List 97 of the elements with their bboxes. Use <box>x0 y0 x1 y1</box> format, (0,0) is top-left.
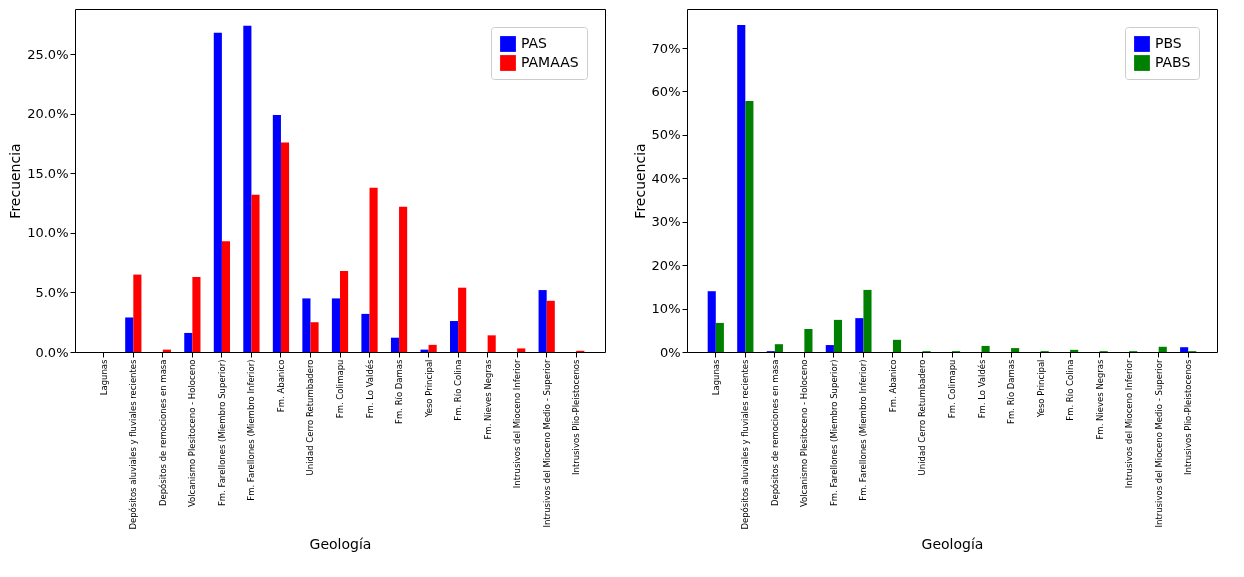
x-tick-label: Intrusivos del Mioceno Inferior <box>1124 359 1135 489</box>
x-tick-label: Intrusivos del Mioceno Medio - Superior <box>541 359 552 528</box>
x-tick-label: Fm. Colimapu <box>335 359 345 419</box>
x-tick-label: Fm. Farellones (Miembro Inferior) <box>858 359 869 501</box>
bar <box>399 206 408 352</box>
bar <box>487 335 496 352</box>
y-tick-label: 20.0% <box>27 106 69 122</box>
x-tick-label: Depósitos de remociones en masa <box>157 359 168 507</box>
bar <box>243 25 252 352</box>
x-tick-label: Fm. Río Damas <box>394 358 405 424</box>
x-tick-label: Unidad Cerro Retumbadero <box>305 359 316 476</box>
y-tick-label: 40% <box>651 170 681 186</box>
bar <box>892 339 902 352</box>
bar <box>340 271 349 352</box>
y-tick-label: 0% <box>659 344 681 360</box>
bar <box>774 344 783 352</box>
bar <box>428 344 437 352</box>
x-tick-label: Fm. Río Damas <box>1006 358 1017 424</box>
y-tick-label: 25.0% <box>27 46 69 62</box>
bar <box>981 345 990 352</box>
x-tick-label: Depósitos de remociones en masa <box>769 359 780 507</box>
bar <box>369 187 378 352</box>
bar <box>310 322 319 352</box>
x-tick-label: Fm. Colimapu <box>947 359 957 419</box>
legend-label: PAS <box>521 35 548 51</box>
x-tick-label: Fm. Río Colina <box>453 359 464 421</box>
y-axis-title: Frecuencia <box>7 143 24 219</box>
bar <box>420 349 429 352</box>
x-tick-label: Lagunas <box>710 358 721 396</box>
legend-label: PAMAAS <box>521 54 579 70</box>
bar <box>361 313 370 352</box>
bar <box>517 348 526 352</box>
bar <box>192 276 201 352</box>
x-tick-label: Yeso Principal <box>1035 359 1046 419</box>
legend-label: PBS <box>1155 35 1182 51</box>
x-tick-label: Unidad Cerro Retumbadero <box>917 359 928 476</box>
bar <box>449 321 459 352</box>
bar <box>538 290 547 352</box>
x-tick-label: Fm. Farellones (Miembro Superior) <box>828 359 839 507</box>
x-tick-label: Intrusivos Plio-Pleistocenos <box>1183 358 1194 475</box>
y-tick-label: 30% <box>651 214 681 230</box>
x-axis-title: Geología <box>921 535 984 552</box>
y-tick-label: 10.0% <box>27 225 69 241</box>
x-axis-title: Geología <box>309 535 372 552</box>
x-tick-label: Intrusivos del Mioceno Medio - Superior <box>1153 359 1164 528</box>
bar <box>221 241 231 352</box>
y-tick-label: 10% <box>651 301 681 317</box>
bar <box>390 337 400 352</box>
bar <box>737 25 746 352</box>
x-tick-label: Fm. Lo Valdés <box>976 358 987 419</box>
x-tick-label: Fm. Nieves Negras <box>1094 358 1105 440</box>
bar <box>125 317 134 352</box>
bar <box>458 287 467 352</box>
x-tick-label: Yeso Principal <box>423 359 434 419</box>
bar <box>184 332 193 352</box>
x-tick-label: Intrusivos del Mioceno Inferior <box>512 359 523 489</box>
legend-label: PABS <box>1155 54 1191 70</box>
x-tick-label: Volcanismo Plesitoceno - Holoceno <box>187 359 198 508</box>
bar <box>133 274 142 352</box>
bar <box>1158 346 1167 352</box>
bar <box>745 101 754 352</box>
bar <box>833 319 843 352</box>
x-tick-label: Volcanismo Plesitoceno - Holoceno <box>799 359 810 508</box>
y-tick-label: 5.0% <box>35 284 69 300</box>
x-tick-label: Fm. Farellones (Miembro Superior) <box>216 359 227 507</box>
x-tick-label: Fm. Abanico <box>887 359 898 413</box>
bar <box>855 318 864 352</box>
bar <box>546 300 555 352</box>
x-tick-label: Fm. Nieves Negras <box>482 358 493 440</box>
x-tick-label: Depósitos aluviales y fluviales recientes <box>128 358 139 530</box>
y-axis-title: Frecuencia <box>631 143 648 219</box>
x-tick-label: Fm. Río Colina <box>1065 359 1076 421</box>
x-tick-label: Intrusivos Plio-Pleistocenos <box>571 358 582 475</box>
bar <box>707 291 716 352</box>
y-tick-label: 50% <box>651 127 681 143</box>
bar <box>213 32 222 352</box>
y-tick-label: 70% <box>651 40 681 56</box>
bar <box>1180 347 1189 352</box>
y-tick-label: 20% <box>651 257 681 273</box>
bar <box>1011 348 1020 352</box>
bar <box>280 142 290 352</box>
y-tick-label: 60% <box>651 83 681 99</box>
bar <box>825 345 834 352</box>
bar <box>272 115 281 352</box>
x-tick-label: Fm. Lo Valdés <box>364 358 375 419</box>
bar <box>302 298 311 352</box>
x-tick-label: Depósitos aluviales y fluviales recientes <box>740 358 751 530</box>
bar <box>804 328 813 352</box>
bar <box>715 322 724 352</box>
bar <box>251 194 260 352</box>
bar <box>863 289 872 352</box>
x-tick-label: Fm. Farellones (Miembro Inferior) <box>246 359 257 501</box>
x-tick-label: Fm. Abanico <box>275 359 286 413</box>
y-tick-label: 0.0% <box>35 344 69 360</box>
x-tick-label: Lagunas <box>98 358 109 396</box>
y-tick-label: 15.0% <box>27 165 69 181</box>
bar <box>331 298 340 352</box>
